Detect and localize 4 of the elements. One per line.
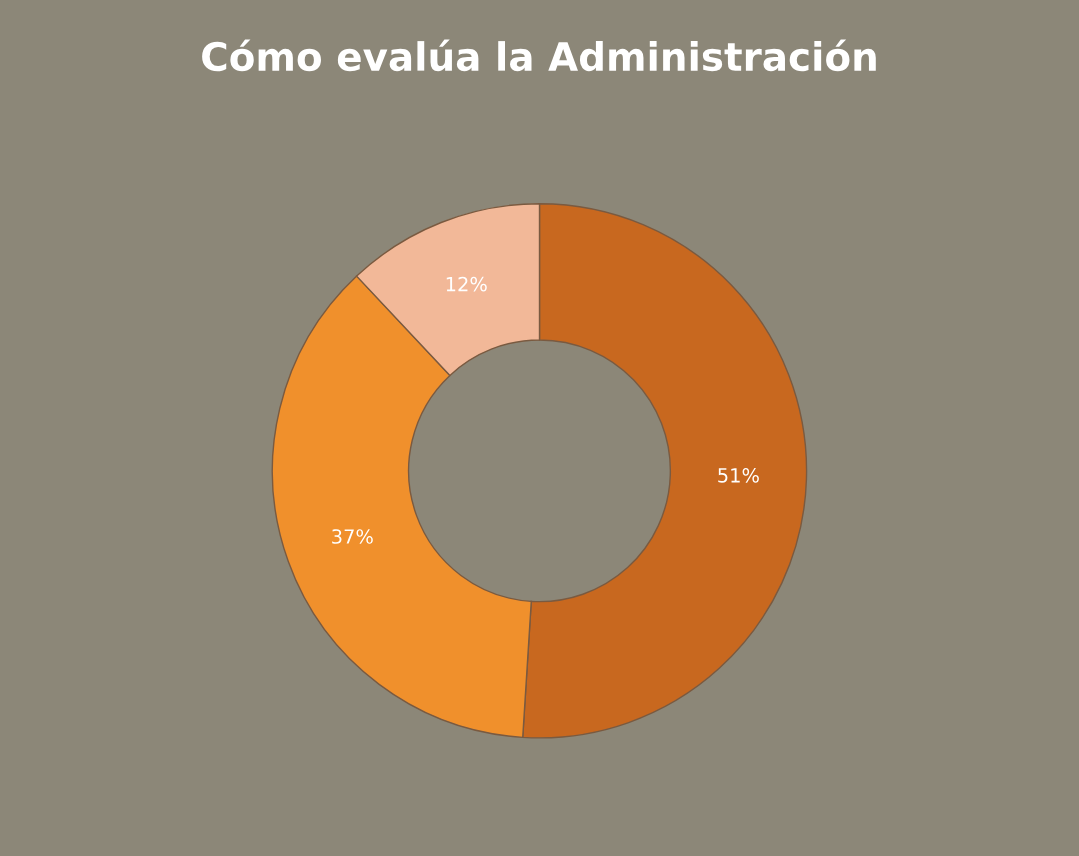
chart-title: Cómo evalúa la Administración	[202, 39, 876, 72]
data-label: 12%	[446, 276, 487, 292]
data-label: 51%	[718, 467, 759, 483]
data-label: 37%	[332, 529, 373, 544]
